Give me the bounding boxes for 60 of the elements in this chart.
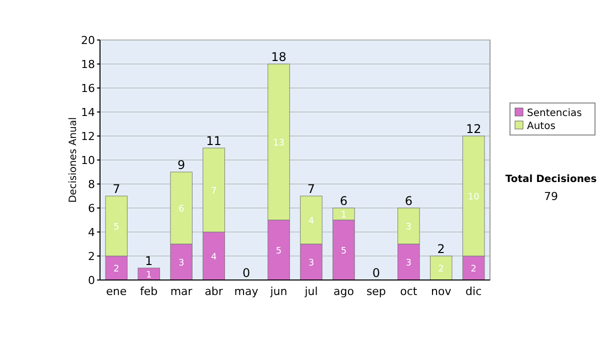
- y-tick-label: 12: [81, 130, 95, 143]
- y-tick-label: 10: [81, 154, 95, 167]
- data-label: 2: [470, 264, 476, 274]
- data-label: 6: [178, 204, 184, 214]
- total-label: 18: [271, 50, 286, 64]
- y-tick-label: 6: [88, 202, 95, 215]
- x-tick-label: nov: [431, 285, 452, 298]
- x-tick-label: jul: [304, 285, 318, 298]
- data-label: 2: [438, 264, 444, 274]
- bar: [138, 268, 160, 280]
- x-tick-label: dic: [466, 285, 482, 298]
- data-label: 5: [276, 246, 282, 256]
- y-tick-label: 0: [88, 274, 95, 287]
- x-tick-label: abr: [204, 285, 224, 298]
- y-axis-title: Decisiones Anual: [68, 117, 79, 203]
- data-label: 3: [308, 258, 314, 268]
- data-label: 5: [340, 246, 347, 256]
- total-label: 0: [372, 266, 380, 280]
- legend-label: Autos: [527, 121, 556, 132]
- data-label: 13: [273, 138, 284, 148]
- total-label: 1: [145, 254, 153, 268]
- total-label: 2: [437, 242, 445, 256]
- x-tick-label: ene: [106, 285, 127, 298]
- total-label: 7: [112, 182, 120, 196]
- y-tick-label: 18: [81, 58, 95, 71]
- data-label: 4: [308, 216, 314, 226]
- data-label: 10: [468, 192, 480, 202]
- text: Total Decisiones: [505, 174, 597, 185]
- total-label: 0: [242, 266, 250, 280]
- y-tick-label: 4: [88, 226, 95, 239]
- total-label: 12: [466, 122, 482, 136]
- total-label: 9: [178, 158, 186, 172]
- x-tick-label: may: [234, 285, 259, 298]
- total-label: 7: [307, 182, 316, 196]
- y-tick-label: 14: [81, 106, 95, 119]
- data-label: 2: [114, 264, 120, 274]
- x-tick-label: ago: [333, 285, 354, 298]
- data-label: 3: [406, 258, 412, 268]
- data-label: 3: [178, 258, 184, 268]
- data-label: 1: [146, 270, 152, 280]
- data-label: 7: [210, 186, 217, 196]
- total-label: 6: [340, 194, 348, 208]
- data-label: 1: [340, 210, 347, 220]
- legend-label: Sentencias: [527, 108, 582, 119]
- data-label: 4: [210, 252, 217, 262]
- data-label: 5: [114, 222, 120, 232]
- x-tick-label: feb: [140, 285, 158, 298]
- y-tick-label: 20: [81, 34, 95, 47]
- x-tick-label: oct: [400, 285, 418, 298]
- data-label: 3: [406, 222, 412, 232]
- x-tick-label: jun: [269, 285, 288, 298]
- y-tick-label: 2: [88, 250, 95, 263]
- text: 79: [544, 190, 558, 203]
- x-tick-label: sep: [366, 285, 386, 298]
- y-tick-label: 8: [88, 178, 95, 191]
- bar: [430, 256, 452, 280]
- x-tick-label: mar: [170, 285, 193, 298]
- total-label: 6: [404, 194, 412, 208]
- y-tick-label: 16: [81, 82, 95, 95]
- total-label: 11: [206, 134, 222, 148]
